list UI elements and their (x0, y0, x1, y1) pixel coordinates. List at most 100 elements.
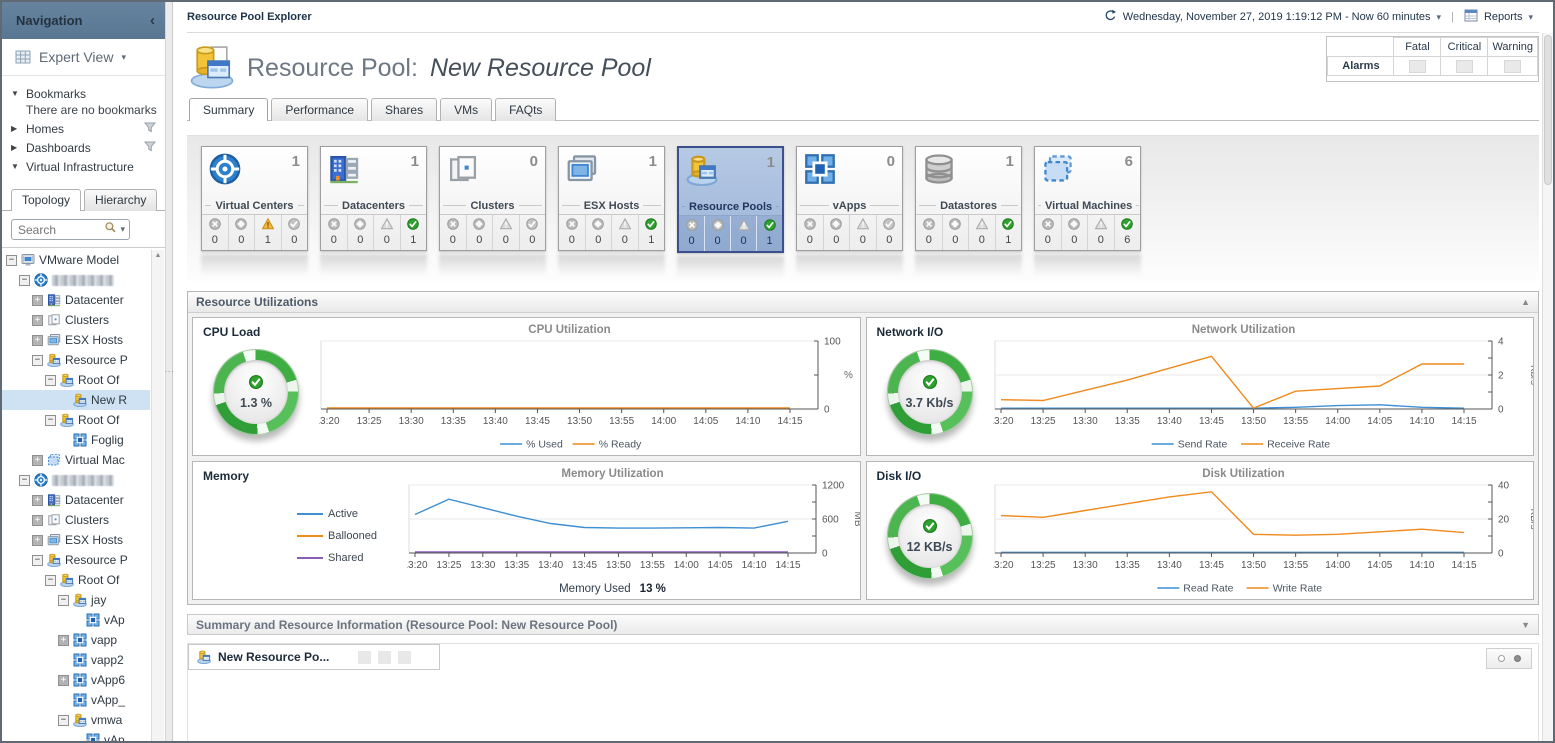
svg-text:13:40: 13:40 (483, 416, 508, 427)
resource-pool-panel-tab[interactable]: New Resource Po... (188, 644, 440, 670)
tree-item-jay[interactable]: − jay (2, 590, 150, 610)
sidebar-item-virtual-infrastructure[interactable]: ▼ Virtual Infrastructure (2, 157, 165, 176)
tree-item-datacenter[interactable]: + Datacenter (2, 490, 150, 510)
collapse-node-icon[interactable]: − (58, 714, 69, 726)
tree-item-vmwa[interactable]: − vmwa (2, 710, 150, 730)
tree-item-clusters[interactable]: + Clusters (2, 310, 150, 330)
tab-performance[interactable]: Performance (271, 98, 369, 121)
tile-datacenters[interactable]: 1 Datacenters 0 0 0 1 (320, 146, 427, 251)
tree-item-new-r[interactable]: New R (2, 390, 150, 410)
tile-virtual-machines[interactable]: 6 Virtual Machines 0 0 0 6 (1034, 146, 1141, 251)
chevron-down-icon[interactable]: ▾ (1436, 11, 1442, 22)
expand-node-icon[interactable]: + (32, 514, 43, 526)
tree-item-resource-p[interactable]: − Resource P (2, 550, 150, 570)
expand-node-icon[interactable]: + (32, 294, 43, 306)
disk-utilization-chart[interactable]: Disk Utilization 13:20 13:25 13:30 13:35 13:4… (993, 465, 1535, 599)
tree-item-vap[interactable]: vAp (2, 730, 150, 741)
tree-scrollbar[interactable]: ▲ (151, 250, 164, 741)
tab-topology[interactable]: Topology (11, 189, 82, 211)
alarms-warning-cell[interactable] (1487, 56, 1538, 76)
tree-item-virtual-mac[interactable]: + Virtual Mac (2, 450, 150, 470)
chevron-down-icon[interactable]: ▾ (120, 224, 125, 234)
tree-item-redacted[interactable]: − (2, 270, 150, 290)
expand-node-icon[interactable]: + (32, 494, 43, 506)
tab-hierarchy[interactable]: Hierarchy (84, 189, 158, 211)
memory-utilization-chart[interactable]: Memory Utilization 13:20 13:25 13:30 13:35 13… (407, 465, 861, 599)
tile-resource-pools[interactable]: 1 Resource Pools 0 0 0 1 (677, 146, 784, 253)
tree-item-root-of[interactable]: − Root Of (2, 570, 150, 590)
cpu-utilization-chart[interactable]: CPU Utilization 13:20 13:25 13:30 13:35 13:40… (319, 321, 861, 455)
scroll-up-icon[interactable]: ▲ (154, 252, 162, 259)
collapse-node-icon[interactable]: − (6, 254, 17, 266)
reports-label[interactable]: Reports (1483, 11, 1523, 23)
expand-node-icon[interactable]: + (32, 454, 43, 466)
tree-item-clusters[interactable]: + Clusters (2, 510, 150, 530)
time-range-label[interactable]: Wednesday, November 27, 2019 1:19:12 PM … (1122, 11, 1431, 23)
tile-esx-hosts[interactable]: 1 ESX Hosts 0 0 0 1 (558, 146, 665, 251)
cpu-load-gauge[interactable]: 1.3 % (213, 349, 299, 435)
collapse-node-icon[interactable]: − (58, 594, 69, 606)
tile-vapps[interactable]: 0 vApps 0 0 0 0 (796, 146, 903, 251)
collapse-panel-icon[interactable]: ‹ (150, 12, 155, 29)
expand-node-icon[interactable]: + (58, 634, 69, 646)
collapse-node-icon[interactable]: − (45, 414, 56, 426)
tile-clusters[interactable]: 0 Clusters 0 0 0 0 (439, 146, 546, 251)
alarms-fatal-cell[interactable] (1393, 56, 1442, 76)
expand-node-icon[interactable]: + (58, 674, 69, 686)
panel-splitter[interactable]: ⋮ (165, 2, 175, 741)
vapp-icon (86, 733, 100, 741)
view-option-icon[interactable] (1513, 655, 1521, 662)
resource-utilizations-header[interactable]: Resource Utilizations ▲ (188, 292, 1538, 312)
collapse-node-icon[interactable]: − (45, 374, 56, 386)
expert-view-selector[interactable]: Expert View ▾ (2, 39, 165, 76)
collapse-up-icon[interactable]: ▲ (1521, 297, 1530, 307)
tile-datastores[interactable]: 1 Datastores 0 0 0 1 (915, 146, 1022, 251)
collapse-node-icon[interactable]: − (32, 354, 43, 366)
collapse-node-icon[interactable]: − (19, 474, 30, 486)
filter-icon[interactable] (143, 122, 157, 136)
collapse-node-icon[interactable]: − (45, 574, 56, 586)
panel-view-toggle[interactable] (1486, 648, 1532, 669)
tree-item-redacted[interactable]: − (2, 470, 150, 490)
alarms-critical-cell[interactable] (1440, 56, 1489, 76)
scrollbar-thumb[interactable] (1544, 35, 1552, 185)
expand-down-icon[interactable]: ▼ (1521, 619, 1530, 630)
tree-item-root-of[interactable]: − Root Of (2, 410, 150, 430)
summary-info-header[interactable]: Summary and Resource Information (Resour… (187, 614, 1539, 635)
expand-node-icon[interactable]: + (32, 334, 43, 346)
disk-io-gauge[interactable]: 12 KB/s (886, 493, 973, 579)
tree-item-resource-p[interactable]: − Resource P (2, 350, 150, 370)
collapse-node-icon[interactable]: − (32, 554, 43, 566)
svg-text:2: 2 (1498, 371, 1504, 382)
tile-virtual-centers[interactable]: 1 Virtual Centers 0 0 1 0 (201, 146, 308, 251)
sidebar-item-homes[interactable]: ▶ Homes (2, 119, 165, 138)
sidebar-item-dashboards[interactable]: ▶ Dashboards (2, 138, 165, 157)
tab-faqts[interactable]: FAQts (495, 98, 557, 121)
filter-icon[interactable] (143, 141, 157, 155)
tab-vms[interactable]: VMs (440, 98, 493, 121)
tree-item-esx-hosts[interactable]: + ESX Hosts (2, 530, 150, 550)
sidebar-item-bookmarks[interactable]: ▼ Bookmarks (2, 84, 165, 103)
network-utilization-chart[interactable]: Network Utilization 13:20 13:25 13:30 13:35 1… (993, 321, 1535, 455)
tree-item-vapp2[interactable]: vapp2 (2, 650, 150, 670)
chevron-down-icon[interactable]: ▾ (1528, 11, 1533, 22)
view-option-icon[interactable] (1497, 655, 1505, 662)
tree-item-vmware-model[interactable]: − VMware Model (2, 250, 150, 270)
tree-item-datacenter[interactable]: + Datacenter (2, 290, 150, 310)
main-scrollbar[interactable] (1542, 33, 1553, 741)
expand-node-icon[interactable]: + (32, 534, 43, 546)
tree-item-esx-hosts[interactable]: + ESX Hosts (2, 330, 150, 350)
search-icon[interactable] (104, 221, 117, 239)
tree-item-vapp6[interactable]: + vApp6 (2, 670, 150, 690)
expand-node-icon[interactable]: + (32, 314, 43, 326)
tree-item-foglig[interactable]: Foglig (2, 430, 150, 450)
tree-item-vapp[interactable]: + vapp (2, 630, 150, 650)
tab-shares[interactable]: Shares (371, 98, 438, 121)
tree-item-vapp-[interactable]: vApp_ (2, 690, 150, 710)
tab-summary[interactable]: Summary (189, 98, 269, 121)
tree-item-vap[interactable]: vAp (2, 610, 150, 630)
tree-item-root-of[interactable]: − Root Of (2, 370, 150, 390)
search-input[interactable] (16, 221, 102, 238)
collapse-node-icon[interactable]: − (19, 274, 30, 286)
network-io-gauge[interactable]: 3.7 Kb/s (886, 349, 973, 435)
